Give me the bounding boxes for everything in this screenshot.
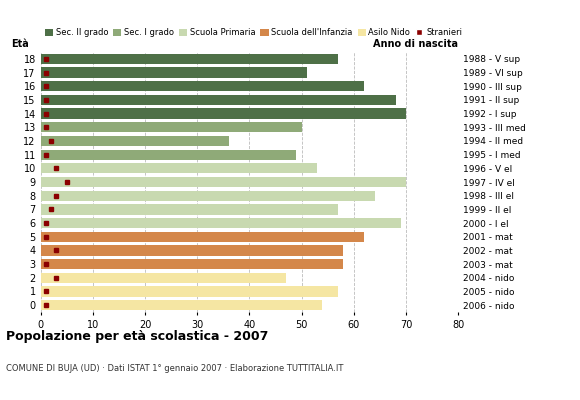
Bar (41, 232, 364, 242)
Bar (41, 204, 338, 214)
Text: Anno di nascita: Anno di nascita (373, 39, 458, 49)
Bar (41, 163, 317, 174)
Bar (41, 136, 229, 146)
Text: COMUNE DI BUJA (UD) · Dati ISTAT 1° gennaio 2007 · Elaborazione TUTTITALIA.IT: COMUNE DI BUJA (UD) · Dati ISTAT 1° genn… (6, 364, 343, 373)
Bar (41, 300, 322, 310)
Bar (41, 122, 302, 132)
Bar (41, 190, 375, 201)
Bar (41, 81, 364, 91)
Bar (41, 259, 343, 269)
Text: Età: Età (12, 39, 29, 49)
Text: Popolazione per età scolastica - 2007: Popolazione per età scolastica - 2007 (6, 330, 268, 343)
Bar (41, 286, 338, 297)
Bar (41, 177, 406, 187)
Bar (41, 150, 296, 160)
Bar (41, 108, 406, 119)
Bar (41, 54, 338, 64)
Bar (41, 273, 286, 283)
Legend: Sec. II grado, Sec. I grado, Scuola Primaria, Scuola dell'Infanzia, Asilo Nido, : Sec. II grado, Sec. I grado, Scuola Prim… (45, 28, 462, 38)
Bar (41, 67, 307, 78)
Bar (41, 218, 401, 228)
Bar (41, 245, 343, 256)
Bar (41, 95, 396, 105)
